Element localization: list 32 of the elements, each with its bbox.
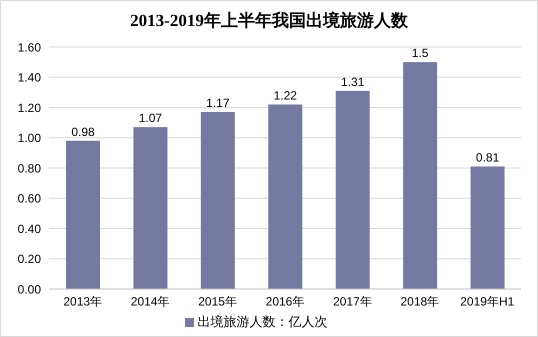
x-tick-label: 2016年 (266, 294, 304, 309)
bar (66, 140, 100, 289)
y-tick-label: 0.60 (18, 192, 42, 206)
x-tick-label: 2019年H1 (460, 294, 515, 309)
data-label: 1.5 (412, 46, 429, 60)
data-label: 1.07 (138, 111, 162, 126)
x-tick-label: 2015年 (198, 294, 237, 309)
y-tick-label: 1.60 (18, 40, 42, 54)
y-tick-label: 0.80 (18, 161, 42, 176)
legend-label: 出境旅游人数：亿人次 (198, 314, 328, 329)
bar (336, 90, 370, 289)
x-tick-label: 2018年 (400, 294, 440, 309)
y-tick-label: 0.00 (18, 282, 42, 296)
data-label: 0.98 (71, 124, 95, 139)
bar (470, 166, 505, 289)
y-tick-label: 0.40 (18, 222, 42, 236)
bar (268, 104, 302, 289)
bar (403, 62, 438, 289)
y-tick-label: 1.00 (18, 131, 42, 146)
bar (133, 127, 168, 289)
y-tick-label: 1.20 (18, 100, 42, 115)
data-label: 1.22 (274, 88, 298, 102)
data-label: 1.31 (341, 74, 365, 89)
data-label: 0.81 (476, 150, 500, 164)
x-tick-label: 2014年 (130, 294, 170, 309)
y-tick-label: 1.40 (18, 70, 42, 85)
chart-title: 2013-2019年上半年我国出境旅游人数 (129, 10, 409, 32)
x-tick-label: 2013年 (63, 294, 102, 309)
bar (200, 112, 235, 289)
x-tick-label: 2017年 (333, 294, 372, 309)
y-tick-label: 0.20 (18, 252, 42, 266)
data-label: 1.17 (206, 96, 230, 110)
